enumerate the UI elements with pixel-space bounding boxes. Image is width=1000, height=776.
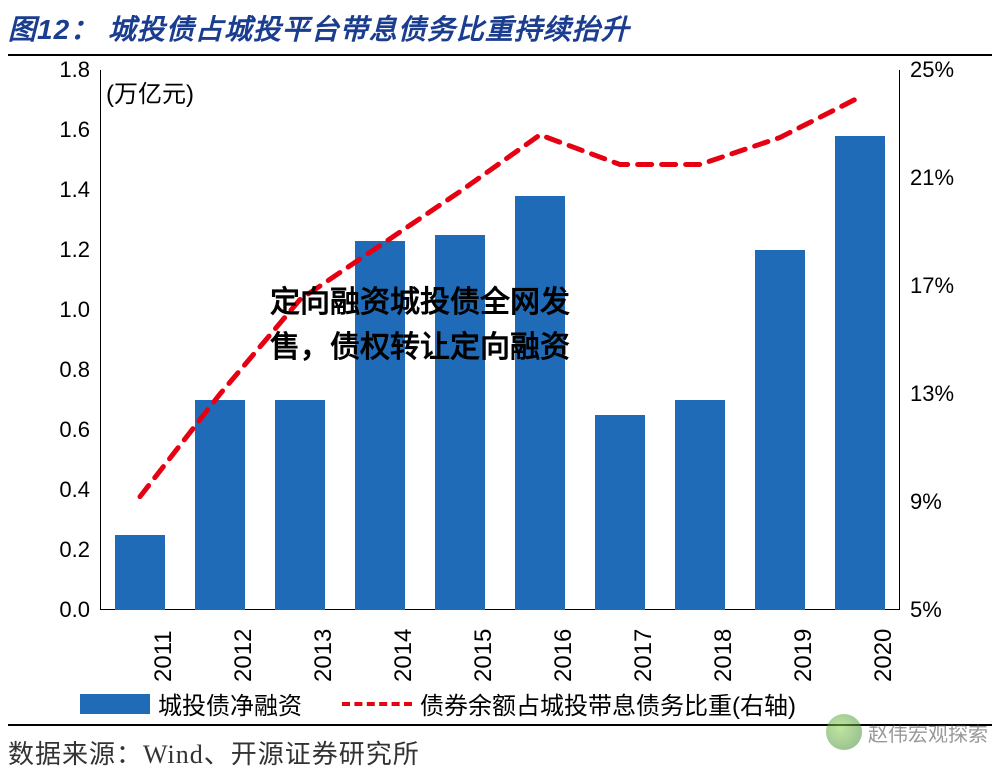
bar [195, 400, 245, 610]
x-tick: 2017 [630, 629, 658, 682]
x-tick: 2019 [790, 629, 818, 682]
y-right-tick: 21% [910, 165, 954, 191]
y-left-tick: 0.2 [30, 537, 90, 563]
bar [835, 136, 885, 610]
y-left-tick: 1.8 [30, 57, 90, 83]
legend-bar-label: 城投债净融资 [158, 686, 302, 721]
y-right-tick: 5% [910, 597, 942, 623]
y-left-tick: 0.4 [30, 477, 90, 503]
y-left-tick: 0.8 [30, 357, 90, 383]
wechat-icon [826, 714, 862, 750]
bar [675, 400, 725, 610]
watermark-text: 赵伟宏观探索 [868, 718, 988, 747]
figure-title: 图12： 城投债占城投平台带息债务比重持续抬升 [0, 0, 1000, 54]
y-left-tick: 1.4 [30, 177, 90, 203]
bar [595, 415, 645, 610]
source-text: 数据来源：Wind、开源证券研究所 [8, 734, 420, 771]
x-tick: 2014 [390, 629, 418, 682]
y-left-tick: 0.6 [30, 417, 90, 443]
x-tick: 2015 [470, 629, 498, 682]
title-rule [8, 54, 992, 56]
watermark: 赵伟宏观探索 [826, 714, 988, 750]
legend-swatch-line [342, 702, 412, 706]
x-tick: 2016 [550, 629, 578, 682]
overlay-text: 定向融资城投债全网发售，债权转让定向融资 [270, 280, 570, 370]
y-right-tick: 25% [910, 57, 954, 83]
y-right-tick: 17% [910, 273, 954, 299]
bar [515, 196, 565, 610]
x-tick: 2013 [310, 629, 338, 682]
legend-swatch-bar [80, 694, 150, 714]
y-right-tick: 13% [910, 381, 954, 407]
y-left-tick: 1.6 [30, 117, 90, 143]
bar [755, 250, 805, 610]
legend-line-label: 债券余额占城投带息债务比重(右轴) [420, 686, 796, 721]
x-tick: 2011 [150, 630, 178, 682]
bar [115, 535, 165, 610]
x-tick: 2012 [230, 629, 258, 682]
y-right-tick: 9% [910, 489, 942, 515]
legend: 城投债净融资 债券余额占城投带息债务比重(右轴) [80, 686, 796, 721]
x-tick: 2020 [870, 629, 898, 682]
x-tick: 2018 [710, 629, 738, 682]
y-left-tick: 1.0 [30, 297, 90, 323]
y-left-tick: 0.0 [30, 597, 90, 623]
bar [275, 400, 325, 610]
y-left-tick: 1.2 [30, 237, 90, 263]
